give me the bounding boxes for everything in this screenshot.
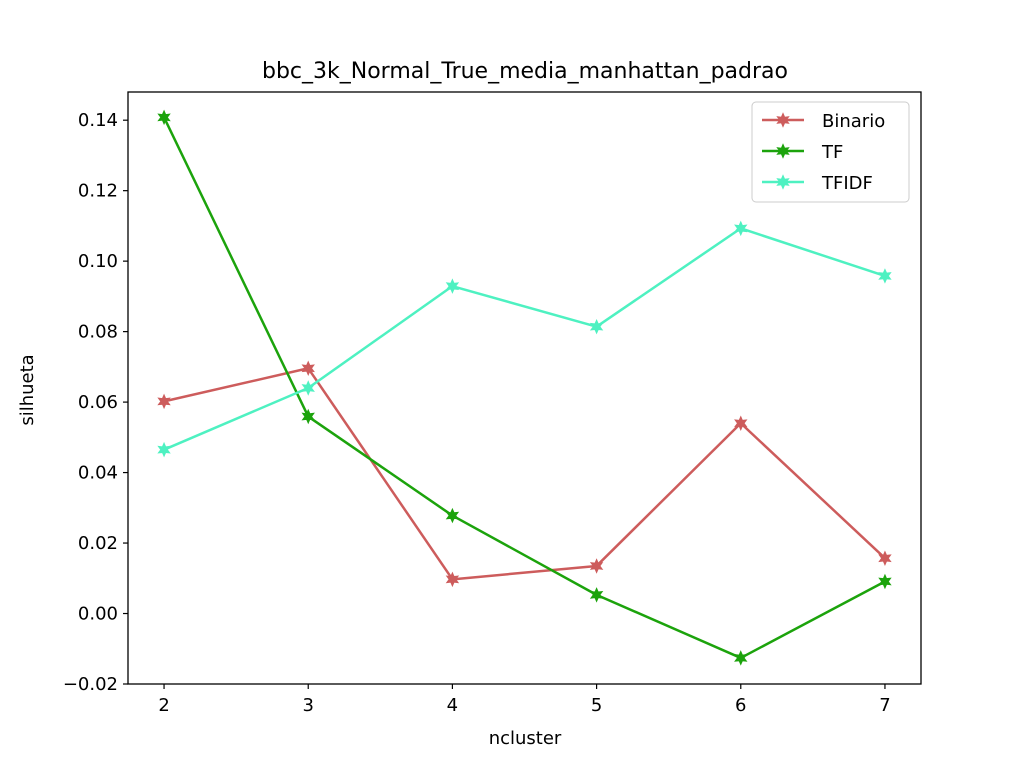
legend-label-tfidf: TFIDF bbox=[821, 173, 873, 194]
x-axis-label: ncluster bbox=[489, 728, 562, 749]
data-point-binario bbox=[878, 550, 892, 566]
data-point-tf bbox=[589, 587, 604, 603]
chart-title: bbc_3k_Normal_True_media_manhattan_padra… bbox=[262, 59, 788, 84]
data-point-tfidf bbox=[878, 268, 892, 284]
y-axis-label: silhueta bbox=[17, 354, 38, 425]
legend-label-binario: Binario bbox=[822, 111, 885, 132]
x-tick-label: 6 bbox=[735, 695, 746, 716]
legend-label-tf: TF bbox=[821, 142, 843, 163]
data-point-tfidf bbox=[589, 318, 604, 335]
y-tick-label: 0.02 bbox=[78, 533, 118, 554]
y-tick-label: 0.06 bbox=[78, 392, 118, 413]
series-line-tfidf bbox=[163, 227, 886, 451]
x-tick-label: 7 bbox=[879, 695, 890, 716]
y-tick-label: 0.12 bbox=[78, 181, 118, 202]
data-point-binario bbox=[734, 415, 748, 431]
x-tick-label: 3 bbox=[303, 695, 314, 716]
data-point-tfidf bbox=[157, 441, 171, 458]
data-point-tf bbox=[445, 507, 460, 524]
data-point-tf bbox=[157, 109, 171, 126]
axes-frame bbox=[127, 91, 922, 685]
data-point-tf bbox=[878, 573, 892, 590]
legend-marker-binario bbox=[776, 112, 790, 128]
data-point-tf bbox=[301, 408, 315, 425]
y-tick-label: −0.02 bbox=[63, 674, 118, 695]
data-point-binario bbox=[301, 360, 315, 377]
legend-marker-tf bbox=[776, 143, 790, 159]
x-tick-label: 4 bbox=[447, 695, 458, 716]
plot-area bbox=[157, 109, 892, 666]
data-point-binario bbox=[157, 393, 171, 410]
x-axis: 2 3 4 5 6 7 bbox=[158, 684, 891, 716]
data-point-tfidf bbox=[445, 278, 460, 294]
legend-box bbox=[751, 101, 910, 203]
legend: Binario TF TFIDF bbox=[751, 101, 910, 203]
y-tick-label: 0.08 bbox=[78, 322, 118, 343]
series-line-tf bbox=[162, 116, 886, 660]
data-point-binario bbox=[589, 558, 604, 574]
data-point-tf bbox=[734, 650, 748, 666]
x-tick-label: 2 bbox=[158, 695, 169, 716]
data-point-binario bbox=[445, 571, 460, 588]
legend-marker-tfidf bbox=[776, 174, 790, 190]
y-tick-label: 0.10 bbox=[78, 251, 118, 272]
y-tick-label: 0.14 bbox=[78, 110, 118, 131]
x-tick-label: 5 bbox=[591, 695, 602, 716]
data-point-tfidf bbox=[734, 220, 748, 237]
data-point-tfidf bbox=[301, 380, 315, 396]
series-line-binario bbox=[163, 367, 886, 581]
y-axis: −0.02 0.00 0.02 0.04 0.06 0.08 0.10 0.12 0.14 bbox=[63, 110, 128, 695]
y-tick-label: 0.00 bbox=[78, 604, 118, 625]
y-tick-label: 0.04 bbox=[78, 463, 118, 484]
